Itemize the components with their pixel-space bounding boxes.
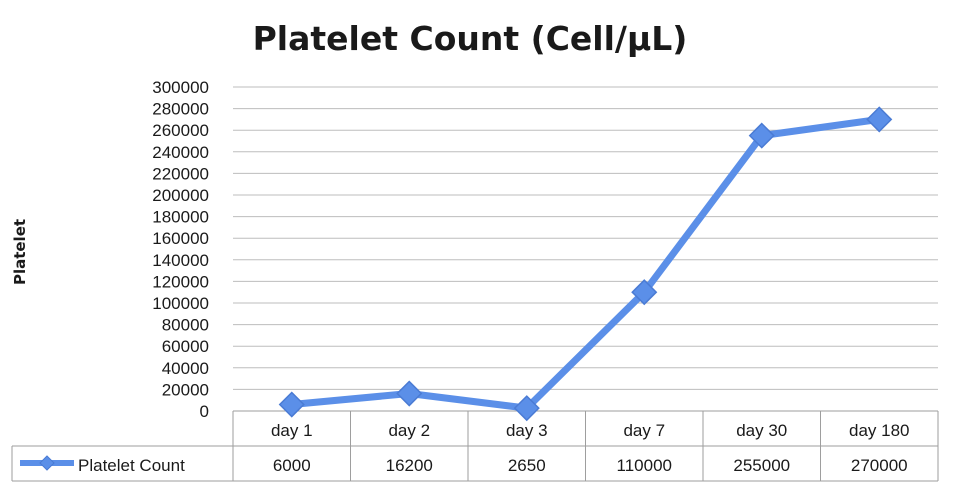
y-tick-label: 140000	[152, 251, 209, 270]
y-tick-labels: 0 20000 40000 60000 80000 100000 120000 140000 1…	[152, 78, 209, 421]
table-value-cell: 2650	[508, 456, 546, 475]
x-tick-label: day 3	[506, 421, 548, 440]
series-line	[291, 115, 880, 412]
legend-label: Platelet Count	[78, 456, 185, 475]
y-tick-label: 200000	[152, 186, 209, 205]
data-point-marker	[513, 395, 540, 422]
data-point-marker	[866, 106, 893, 133]
y-tick-label: 20000	[162, 380, 209, 399]
legend-key-marker	[39, 455, 55, 471]
table-value-cell: 6000	[273, 456, 311, 475]
y-tick-label: 300000	[152, 78, 209, 97]
data-point-marker	[631, 279, 658, 306]
y-tick-label: 0	[200, 402, 209, 421]
series-line-group	[278, 106, 893, 422]
y-tick-label: 260000	[152, 121, 209, 140]
y-tick-label: 40000	[162, 359, 209, 378]
y-axis-label: Platelet	[11, 219, 29, 285]
y-tick-label: 180000	[152, 208, 209, 227]
data-point-marker	[278, 391, 305, 418]
data-point-marker	[396, 380, 423, 407]
data-table: day 1 day 2 day 3 day 7 day 30 day 180 6000 162…	[11, 410, 939, 482]
y-tick-label: 80000	[162, 316, 209, 335]
x-tick-label: day 30	[736, 421, 787, 440]
table-value-cell: 110000	[617, 456, 672, 475]
y-tick-label: 160000	[152, 229, 209, 248]
y-tick-label: 280000	[152, 100, 209, 119]
data-point-marker	[748, 122, 775, 149]
x-tick-label: day 2	[388, 421, 430, 440]
table-value-cell: 270000	[851, 456, 908, 475]
y-tick-label: 60000	[162, 337, 209, 356]
y-tick-label: 220000	[152, 164, 209, 183]
x-tick-label: day 180	[849, 421, 910, 440]
x-tick-label: day 7	[623, 421, 665, 440]
y-tick-label: 100000	[152, 294, 209, 313]
y-tick-label: 120000	[152, 272, 209, 291]
chart-title: Platelet Count (Cell/µL)	[253, 19, 688, 58]
table-value-cell: 255000	[733, 456, 790, 475]
x-tick-label: day 1	[271, 421, 313, 440]
gridlines	[233, 86, 938, 412]
y-tick-label: 240000	[152, 143, 209, 162]
table-value-cell: 16200	[386, 456, 433, 475]
